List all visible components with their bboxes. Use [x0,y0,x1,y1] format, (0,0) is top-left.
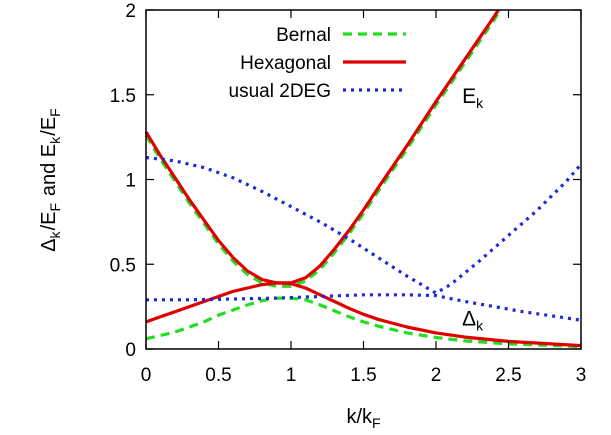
series-hexagonal-curve-1 [146,10,498,283]
annotation-label: Ek [462,85,484,111]
x-tick-label: 0.5 [205,365,231,386]
legend-label: Bernal [276,25,331,46]
series-hexagonal-curve-2 [146,283,581,346]
x-tick-label: 1 [286,365,297,386]
x-tick-label: 1.5 [350,365,376,386]
x-tick-label: 2 [431,365,442,386]
series-usual-2deg-curve-2 [146,295,581,320]
legend-label: usual 2DEG [229,81,331,102]
legend-label: Hexagonal [240,53,331,74]
x-axis-label: k/kF [346,406,380,431]
ticks-layer: 0 0.5 1 1.5 2 2.5 3 0 0.5 1 1.5 2 [110,1,587,386]
y-tick-label: 2 [125,1,136,22]
annotation-label: Δk [462,307,484,333]
x-tick-label: 2.5 [495,365,521,386]
y-tick-label: 0.5 [110,255,136,276]
annotations: Ek Δk [462,85,484,333]
y-tick-label: 0 [125,340,136,361]
y-tick-label: 1.5 [110,86,136,107]
y-axis-label: Δk /EF and Ek /EF [38,107,63,252]
x-tick-label: 3 [576,365,587,386]
series-bernal-curve-1 [146,10,500,286]
legend: Bernal Hexagonal usual 2DEG [229,25,406,102]
series-usual-2deg-curve-1 [146,158,581,294]
y-tick-label: 1 [125,171,136,192]
series-bernal-curve-2 [146,298,581,346]
x-tick-label: 0 [141,365,152,386]
